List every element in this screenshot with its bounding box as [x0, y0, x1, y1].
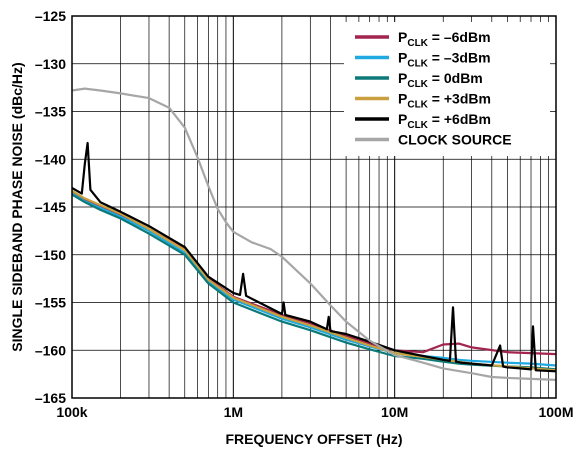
plot-frame [71, 15, 557, 399]
y-axis-label: SINGLE SIDEBAND PHASE NOISE (dBc/Hz) [9, 62, 25, 351]
y-tick-label: –140 [35, 151, 66, 167]
series-line-4 [71, 141, 557, 373]
y-tick-label: –130 [35, 56, 66, 72]
legend-label-5: CLOCK SOURCE [398, 132, 512, 148]
x-tick-label: 10M [381, 404, 408, 420]
x-axis-label: FREQUENCY OFFSET (Hz) [225, 431, 402, 447]
series-layer [71, 87, 557, 381]
legend-label-0: PCLK = –6dBm [398, 29, 491, 49]
series-line-1 [71, 192, 557, 367]
x-tick-label: 1M [224, 404, 243, 420]
y-tick-label: –150 [35, 247, 66, 263]
tick-labels: 100k 1M 10M 100M –125 –130 –135 –140 –145 –150 –15… [35, 8, 574, 420]
grid [72, 16, 556, 398]
y-tick-label: –125 [35, 8, 66, 24]
legend-label-4: PCLK = +6dBm [398, 111, 491, 131]
y-tick-label: –155 [35, 295, 66, 311]
x-tick-label: 100M [538, 404, 573, 420]
y-tick-label: –145 [35, 199, 66, 215]
y-tick-label: –160 [35, 342, 66, 358]
legend-label-2: PCLK = 0dBm [398, 70, 483, 90]
legend-label-3: PCLK = +3dBm [398, 91, 491, 111]
y-tick-label: –135 [35, 104, 66, 120]
y-tick-label: –165 [35, 390, 66, 406]
series-line-5 [71, 87, 557, 381]
x-tick-label: 100k [56, 404, 87, 420]
legend-box [344, 22, 550, 156]
legend-label-1: PCLK = –3dBm [398, 50, 491, 70]
